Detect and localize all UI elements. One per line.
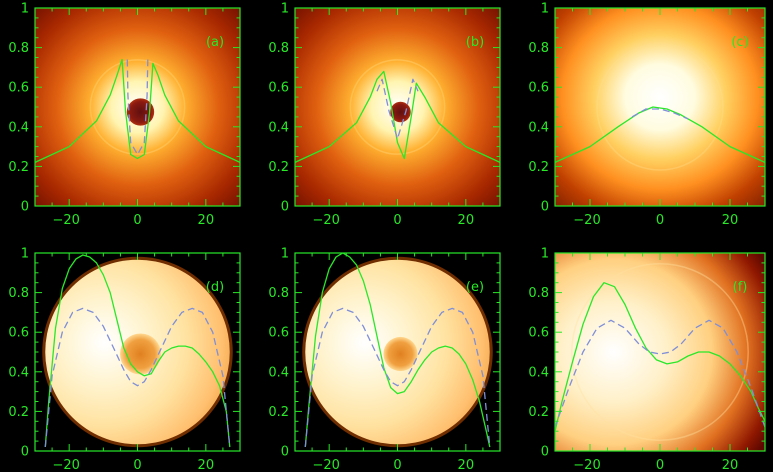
y-tick-label: 0.8 [528,286,549,301]
y-tick-label: 0.2 [8,405,29,420]
panel-image [35,8,240,206]
x-tick-label: 20 [722,213,739,228]
y-tick-label: 0.6 [268,326,289,341]
disk-spot [383,336,418,372]
panel-e: 0 0.2 0.4 0.6 0.8 1 −20 0 20 (e) [268,247,501,472]
panel-label: (f) [733,280,748,295]
y-tick-label: 0.4 [268,365,289,380]
dashed-curve [44,307,231,448]
y-tick-label: 0.2 [528,405,549,420]
panel-d: 0 0.2 0.4 0.6 0.8 1 −20 0 20 (d) [8,247,241,472]
y-tick-label: 1 [21,2,29,17]
y-tick-label: 0.2 [268,160,289,175]
y-tick-label: 0.2 [8,160,29,175]
x-tick-label: 0 [133,458,141,472]
x-tick-label: 20 [458,458,475,472]
y-tick-label: 0.6 [268,81,289,96]
x-tick-label: −20 [52,458,79,472]
y-tick-label: 0.2 [528,160,549,175]
dashed-curve [126,59,149,156]
solid-curve [304,253,491,448]
x-tick-label: 0 [133,213,141,228]
dashed-curve [631,108,689,120]
panel-label: (e) [466,280,484,295]
y-tick-label: 0 [281,200,289,215]
dashed-curve [304,307,491,448]
y-tick-label: 0.6 [8,81,29,96]
y-tick-label: 0.2 [268,405,289,420]
x-tick-label: 0 [656,458,664,472]
y-tick-label: 0.6 [8,326,29,341]
dashed-curve [376,78,419,140]
y-tick-label: 0.4 [8,120,29,135]
y-tick-label: 0.8 [528,41,549,56]
x-tick-label: 0 [393,458,401,472]
y-tick-label: 1 [21,247,29,262]
y-tick-label: 1 [541,2,549,17]
x-tick-label: −20 [52,213,79,228]
panel-image [555,253,765,451]
x-tick-label: 20 [198,213,215,228]
y-tick-label: 0.4 [528,365,549,380]
y-tick-label: 0.4 [528,120,549,135]
y-tick-label: 1 [541,247,549,262]
y-tick-label: 0.6 [528,326,549,341]
panel-image [295,8,500,206]
x-tick-label: −20 [573,458,600,472]
x-tick-label: 20 [722,458,739,472]
y-tick-label: 0 [541,445,549,460]
panel-b: 0 0.2 0.4 0.6 0.8 1 −20 0 20 (b) [268,2,501,228]
x-tick-label: −20 [312,458,339,472]
central-dark-spot [126,98,155,126]
y-tick-label: 0 [21,445,29,460]
panel-label: (c) [731,35,748,50]
y-tick-label: 1 [281,247,289,262]
x-tick-label: −20 [312,213,339,228]
y-tick-label: 0.6 [528,81,549,96]
y-tick-label: 0.4 [8,365,29,380]
y-tick-label: 0.8 [268,41,289,56]
y-tick-label: 0.8 [268,286,289,301]
x-tick-label: 20 [198,458,215,472]
x-tick-label: −20 [573,213,600,228]
y-tick-label: 0 [541,200,549,215]
panel-f: 0 0.2 0.4 0.6 0.8 1 −20 0 20 (f) [528,247,766,472]
y-tick-label: 0 [281,445,289,460]
y-tick-label: 0.8 [8,41,29,56]
x-tick-label: 0 [656,213,664,228]
y-tick-label: 1 [281,2,289,17]
panel-image [555,8,765,206]
y-tick-label: 0.8 [8,286,29,301]
x-tick-label: 0 [393,213,401,228]
panel-label: (d) [206,280,224,295]
solid-curve [555,282,765,432]
central-dark-spot [390,101,411,123]
panel-label: (a) [206,35,224,50]
x-tick-label: 20 [458,213,475,228]
panel-a: 0 0.2 0.4 0.6 0.8 1 −20 0 20 (a) [8,2,241,228]
solid-curve [295,70,500,163]
y-tick-label: 0.4 [268,120,289,135]
panel-c: 0 0.2 0.4 0.6 0.8 1 −20 0 20 (c) [528,2,766,228]
solid-curve [555,106,765,163]
panel-label: (b) [466,35,484,50]
solid-curve [35,58,240,163]
panel-image [295,253,500,451]
solid-curve [44,254,231,448]
y-tick-label: 0 [21,200,29,215]
